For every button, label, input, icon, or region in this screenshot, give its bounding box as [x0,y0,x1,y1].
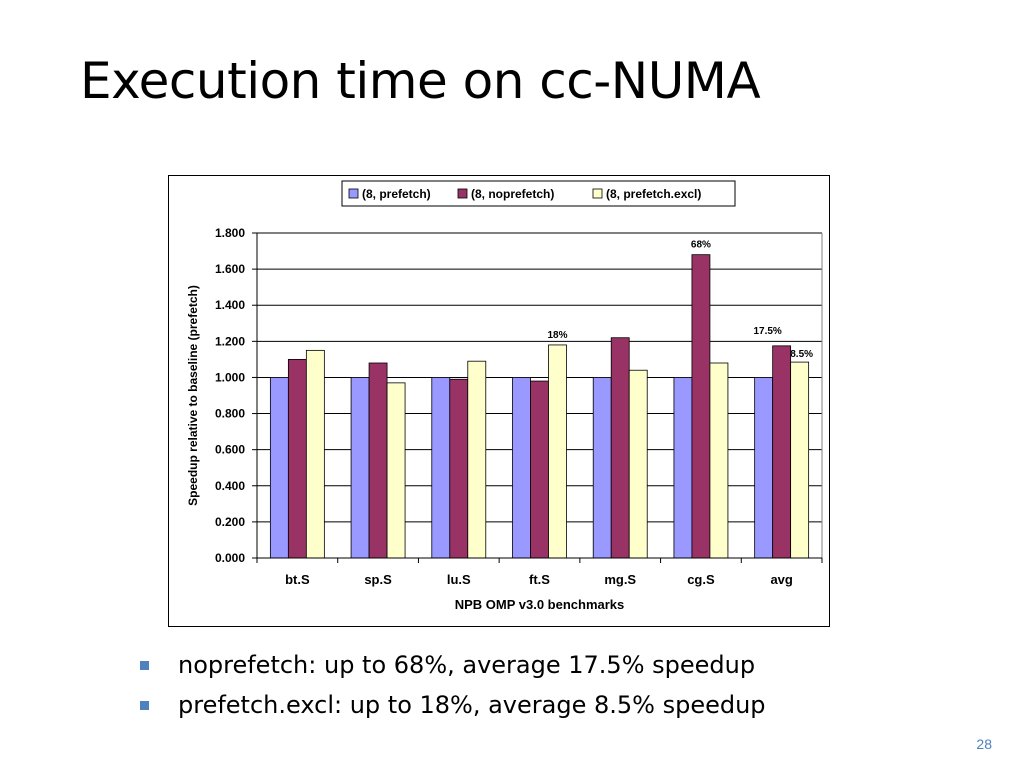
y-tick-label: 0.200 [215,515,245,529]
bar [592,377,612,559]
bullet-text: prefetch.excl: up to 18%, average 8.5% s… [178,691,766,719]
legend-label: (8, prefetch) [362,187,431,201]
x-tick-label: mg.S [604,572,636,587]
bar [772,345,792,559]
legend-label: (8, prefetch.excl) [606,187,701,201]
bar [287,358,307,559]
bar [530,380,549,559]
x-axis-title: NPB OMP v3.0 benchmarks [455,597,625,612]
data-annotation: 68% [691,240,711,251]
x-tick-label: avg [770,572,792,587]
data-annotation: 17.5% [753,326,781,337]
data-annotation: 18% [547,330,567,341]
x-tick-label: bt.S [285,572,310,587]
bar [368,362,388,559]
bar [628,369,648,559]
bar [512,377,531,559]
y-tick-label: 1.000 [215,370,245,384]
bar-chart: 0.000 0.200 0.400 0.600 0.800 1.000 1.200 1.400… [186,180,823,612]
y-tick-label: 1.800 [215,226,245,240]
x-tick-label: sp.S [364,572,392,587]
y-axis-title: Speedup relative to baseline (prefetch) [186,285,200,506]
bar [610,337,630,559]
bar [691,254,711,559]
legend-swatch [348,188,359,199]
legend-label: (8, noprefetch) [471,187,554,201]
bullet-item-noprefetch: noprefetch: up to 68%, average 17.5% spe… [140,645,766,685]
bar [673,377,693,559]
legend-swatch [457,188,468,199]
bar [350,377,370,559]
bar [431,377,451,559]
bar [790,361,810,559]
bullet-item-prefetch-excl: prefetch.excl: up to 18%, average 8.5% s… [140,685,766,725]
y-tick-label: 0.400 [215,479,245,493]
bar [386,382,406,559]
square-bullet-icon [140,661,149,670]
bar [449,378,469,559]
bar [305,349,325,559]
x-tick-label: ft.S [529,572,550,587]
y-tick-label: 1.600 [215,262,245,276]
bar [467,360,487,559]
x-tick-label: cg.S [687,572,715,587]
bar [754,377,774,559]
bar [709,362,729,559]
legend-box [341,180,736,207]
slide-title: Execution time on cc-NUMA [80,52,761,110]
y-tick-label: 1.200 [215,334,245,348]
y-tick-label: 0.800 [215,407,245,421]
x-tick-label: lu.S [447,572,471,587]
bar [548,344,567,559]
y-tick-label: 1.400 [215,298,245,312]
data-annotation: 8.5% [790,349,813,360]
page-number: 28 [976,736,992,752]
bar [269,377,289,559]
y-tick-label: 0.600 [215,443,245,457]
chart-frame: 0.000 0.200 0.400 0.600 0.800 1.000 1.200 1.400… [168,175,830,627]
legend-swatch [592,188,603,199]
y-tick-label: 0.000 [215,551,245,565]
bullet-text: noprefetch: up to 68%, average 17.5% spe… [178,651,756,679]
square-bullet-icon [140,701,149,710]
bullet-list: noprefetch: up to 68%, average 17.5% spe… [140,645,766,725]
